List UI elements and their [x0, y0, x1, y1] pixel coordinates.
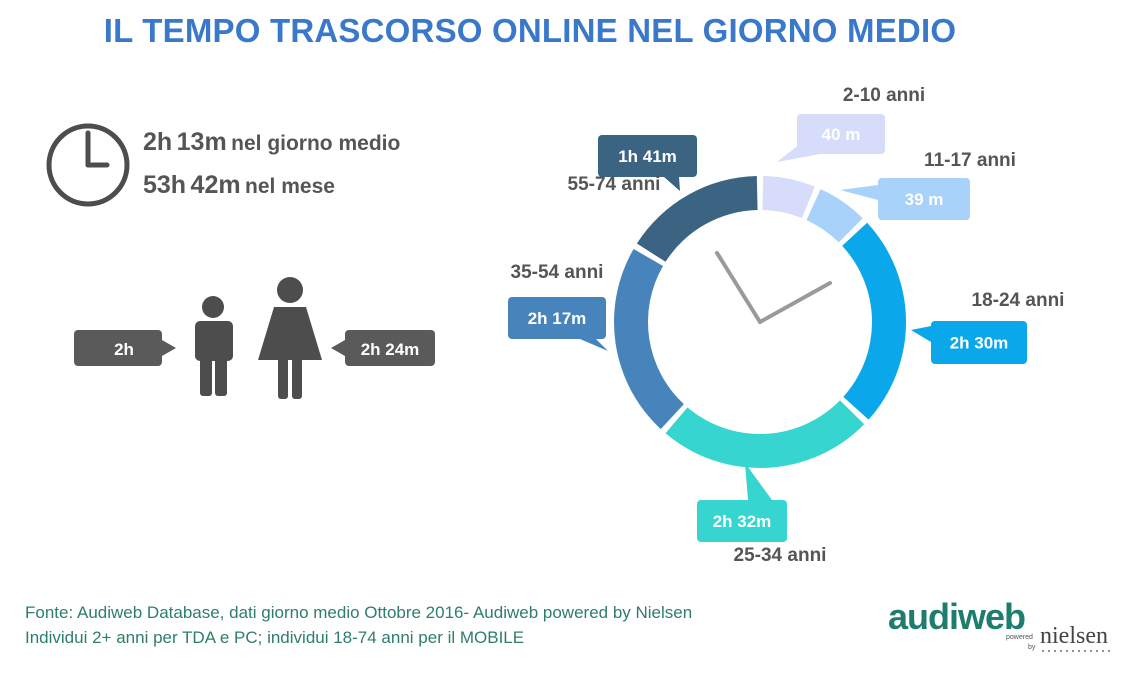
- category-label: 18-24 anni: [972, 290, 1065, 311]
- nielsen-logo-dots: [1040, 650, 1110, 652]
- data-label: 39 m: [905, 190, 944, 209]
- donut-segment-55-74-anni: [636, 176, 758, 262]
- daily-time-stat: 2h 13m nel giorno medio: [143, 128, 400, 157]
- infographic-title: IL TEMPO TRASCORSO ONLINE NEL GIORNO MED…: [103, 12, 957, 49]
- nielsen-logo: nielsen: [1040, 623, 1108, 649]
- category-label: 35-54 anni: [511, 262, 604, 283]
- monthly-hours: 53h: [143, 171, 187, 199]
- source-note-line2: Individui 2+ anni per TDA e PC; individu…: [25, 628, 525, 647]
- daily-suffix: nel giorno medio: [231, 132, 401, 155]
- category-label: 11-17 anni: [924, 150, 1016, 171]
- callout-box: [797, 114, 885, 154]
- data-label: 2h 30m: [950, 334, 1009, 353]
- category-label: 55-74 anni: [568, 174, 661, 195]
- callout-box: [931, 321, 1027, 364]
- source-note-line1: Fonte: Audiweb Database, dati giorno med…: [25, 603, 693, 622]
- daily-hours: 2h: [143, 128, 173, 156]
- donut-segment-11-17-anni: [806, 189, 863, 243]
- callout-box: [508, 297, 606, 339]
- callout-18-24-anni: 2h 30m 18-24 anni: [911, 290, 1064, 364]
- callout-2-10-anni: 40 m 2-10 anni: [777, 85, 925, 162]
- callout-pointer: [840, 185, 878, 200]
- logo-by-text: by: [1028, 644, 1036, 651]
- callout-55-74-anni: 1h 41m 55-74 anni: [568, 135, 697, 195]
- donut-segment-18-24-anni: [842, 222, 906, 420]
- logo-powered-text: powered: [1006, 634, 1033, 641]
- category-label: 2-10 anni: [843, 85, 925, 106]
- callout-35-54-anni: 2h 17m 35-54 anni: [508, 262, 608, 351]
- monthly-minutes: 42m: [190, 171, 241, 199]
- callout-box: [598, 135, 697, 177]
- donut-segment-2-10-anni: [762, 176, 815, 219]
- callout-box: [878, 178, 970, 220]
- category-label: 25-34 anni: [734, 545, 827, 566]
- data-label: 1h 41m: [618, 147, 677, 166]
- callout-box: [697, 500, 787, 542]
- audiweb-logo: audiweb: [888, 596, 1026, 637]
- callout-pointer: [580, 339, 608, 351]
- callout-pointer: [745, 463, 772, 500]
- monthly-time-stat: 53h 42m nel mese: [143, 171, 335, 200]
- callout-11-17-anni: 39 m 11-17 anni: [840, 150, 1016, 220]
- donut-segment-25-34-anni: [665, 400, 865, 468]
- donut-segment-35-54-anni: [613, 248, 684, 430]
- clock-hands: [715, 251, 832, 324]
- data-label: 2h 32m: [713, 512, 772, 531]
- callout-pointer: [911, 326, 931, 342]
- monthly-suffix: nel mese: [245, 175, 335, 198]
- data-label: 2h 17m: [528, 309, 587, 328]
- data-label: 40 m: [822, 125, 861, 144]
- callout-25-34-anni: 2h 32m 25-34 anni: [697, 463, 826, 566]
- daily-minutes: 13m: [176, 128, 227, 156]
- callout-pointer: [664, 177, 680, 191]
